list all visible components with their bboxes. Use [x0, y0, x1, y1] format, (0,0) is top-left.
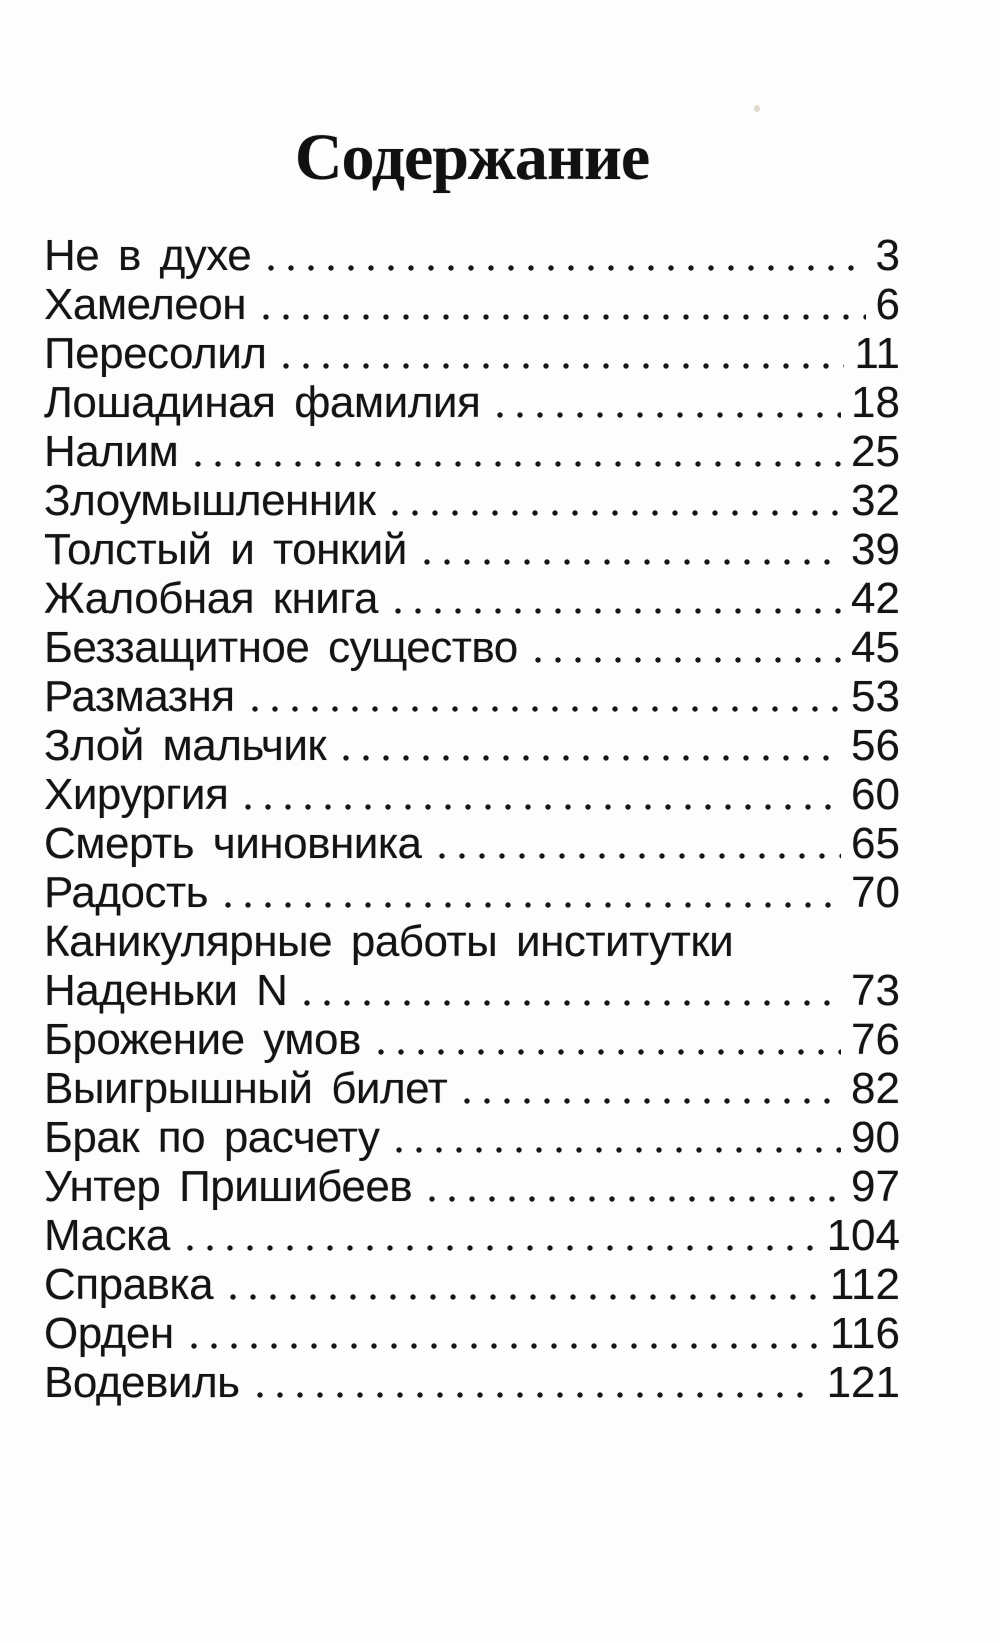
dot-leader: [387, 1113, 841, 1162]
toc-entry-page: 121: [826, 1357, 900, 1407]
toc-entry: Толстый и тонкий 39: [44, 525, 900, 574]
dot-leader: [178, 1211, 817, 1260]
toc-entry-title: Налим: [44, 426, 179, 476]
dot-leader: [455, 1064, 841, 1113]
toc-entry-page: 53: [851, 671, 900, 721]
toc-entry: Водевиль 121: [44, 1358, 900, 1407]
toc-entry: Каникулярные работы институтки: [44, 917, 900, 966]
toc-entry: Злоумышленник 32: [44, 476, 900, 525]
toc-entry: Не в духе 3: [44, 231, 900, 280]
toc-entry-page: 45: [851, 622, 900, 672]
toc-entry: Смерть чиновника 65: [44, 819, 900, 868]
dot-leader: [236, 770, 841, 819]
toc-entry: Жалобная книга 42: [44, 574, 900, 623]
dot-leader: [526, 623, 842, 672]
toc-entry-title: Брак по расчету: [44, 1112, 380, 1162]
toc-entry-page: 60: [851, 769, 900, 819]
dot-leader: [182, 1309, 821, 1358]
dot-leader: [216, 868, 842, 917]
toc-entry-title: Пересолил: [44, 328, 267, 378]
toc-entry-title: Выигрышный билет: [44, 1063, 448, 1113]
toc-entry-page: 116: [829, 1308, 900, 1358]
dot-leader: [430, 819, 842, 868]
toc-entry: Хирургия 60: [44, 770, 900, 819]
toc-entry-page: 82: [851, 1063, 900, 1113]
toc-entry-page: 73: [851, 965, 900, 1015]
scan-artifact: [754, 105, 760, 112]
dot-leader: [274, 329, 845, 378]
toc-entry-page: 18: [851, 377, 900, 427]
toc-entry-title: Беззащитное существо: [44, 622, 518, 672]
toc-entry: Размазня 53: [44, 672, 900, 721]
dot-leader: [488, 378, 841, 427]
toc-entry-page: 97: [851, 1161, 900, 1211]
toc-entry: Брак по расчету 90: [44, 1113, 900, 1162]
toc-entry: Унтер Пришибеев 97: [44, 1162, 900, 1211]
toc-entry: Наденьки N 73: [44, 966, 900, 1015]
dot-leader: [741, 917, 890, 966]
toc-entry-title: Не в духе: [44, 230, 252, 280]
toc-entry-title: Злой мальчик: [44, 720, 327, 770]
dot-leader: [386, 574, 842, 623]
dot-leader: [369, 1015, 842, 1064]
toc-entry-page: 42: [851, 573, 900, 623]
toc-entry: Злой мальчик 56: [44, 721, 900, 770]
dot-leader: [243, 672, 842, 721]
toc-entry: Беззащитное существо 45: [44, 623, 900, 672]
dot-leader: [248, 1358, 817, 1407]
dot-leader: [221, 1260, 820, 1309]
toc-entry-title: Лошадиная фамилия: [44, 377, 481, 427]
table-of-contents: Не в духе 3 Хамелеон 6 Пересолил 11 Лоша…: [44, 231, 900, 1407]
toc-entry-page: 70: [851, 867, 900, 917]
toc-entry: Маска 104: [44, 1211, 900, 1260]
toc-entry-title: Злоумышленник: [44, 475, 376, 525]
toc-entry-title: Радость: [44, 867, 209, 917]
toc-entry-title: Унтер Пришибеев: [44, 1161, 413, 1211]
dot-leader: [295, 966, 841, 1015]
toc-entry: Орден 116: [44, 1309, 900, 1358]
toc-entry: Брожение умов 76: [44, 1015, 900, 1064]
toc-entry-page: 25: [851, 426, 900, 476]
toc-entry-title: Хирургия: [44, 769, 229, 819]
toc-entry: Пересолил 11: [44, 329, 900, 378]
toc-entry-page: 6: [875, 279, 900, 329]
toc-entry-title: Брожение умов: [44, 1014, 361, 1064]
toc-entry: Лошадиная фамилия 18: [44, 378, 900, 427]
dot-leader: [415, 525, 842, 574]
dot-leader: [420, 1162, 841, 1211]
toc-entry-title: Толстый и тонкий: [44, 524, 407, 574]
toc-entry-title: Маска: [44, 1210, 170, 1260]
dot-leader: [334, 721, 841, 770]
toc-entry-page: 39: [851, 524, 900, 574]
dot-leader: [259, 231, 866, 280]
toc-entry: Радость 70: [44, 868, 900, 917]
toc-entry: Налим 25: [44, 427, 900, 476]
toc-entry: Выигрышный билет 82: [44, 1064, 900, 1113]
toc-entry-title: Орден: [44, 1308, 174, 1358]
toc-entry-title: Размазня: [44, 671, 235, 721]
toc-entry-page: 56: [851, 720, 900, 770]
dot-leader: [186, 427, 841, 476]
toc-entry-title: Каникулярные работы институтки: [44, 916, 734, 966]
toc-entry: Справка 112: [44, 1260, 900, 1309]
dot-leader: [254, 280, 866, 329]
page-title: Содержание: [294, 121, 650, 194]
toc-entry-title: Справка: [44, 1259, 214, 1309]
toc-entry-page: 104: [826, 1210, 900, 1260]
toc-entry-page: 90: [851, 1112, 900, 1162]
toc-entry-page: 65: [851, 818, 900, 868]
toc-entry-page: 76: [851, 1014, 900, 1064]
toc-entry-title: Водевиль: [44, 1357, 240, 1407]
toc-entry-title: Смерть чиновника: [44, 818, 422, 868]
dot-leader: [383, 476, 841, 525]
toc-entry-page: 112: [829, 1259, 900, 1309]
toc-entry-title: Наденьки N: [44, 965, 288, 1015]
toc-entry-page: 11: [854, 328, 900, 378]
toc-entry-title: Хамелеон: [44, 279, 247, 329]
toc-entry: Хамелеон 6: [44, 280, 900, 329]
toc-entry-page: 32: [851, 475, 900, 525]
toc-entry-page: 3: [875, 230, 900, 280]
toc-entry-title: Жалобная книга: [44, 573, 378, 623]
